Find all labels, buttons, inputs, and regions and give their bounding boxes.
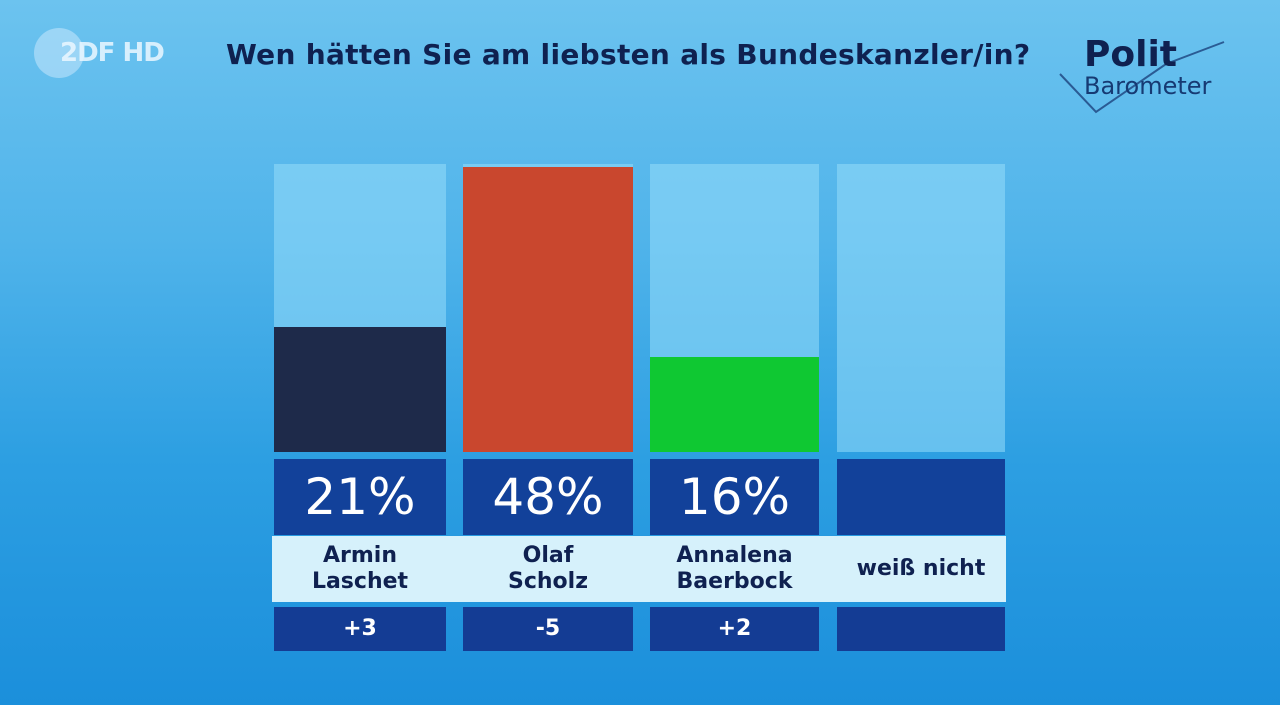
brand-line1: Polit bbox=[1084, 34, 1178, 75]
zdf-hd-logo: 2DF HD bbox=[34, 28, 174, 78]
chart-title: Wen hätten Sie am liebsten als Bundeskan… bbox=[226, 38, 1031, 71]
change-label bbox=[837, 607, 1005, 651]
category-label: weiß nicht bbox=[856, 556, 986, 581]
change-label: +2 bbox=[650, 607, 819, 651]
category-label: Armin Laschet bbox=[311, 543, 409, 594]
category-label: Olaf Scholz bbox=[507, 543, 588, 594]
bar bbox=[650, 357, 819, 452]
checkmark-icon bbox=[1059, 41, 1225, 114]
brand-line2: Barometer bbox=[1084, 72, 1212, 100]
politbarometer-logo: Polit Barometer bbox=[1056, 34, 1236, 118]
logo-disc bbox=[34, 28, 84, 78]
name-strip: Armin Laschet Olaf Scholz Annalena Baerboc… bbox=[272, 536, 1006, 602]
change-label: -5 bbox=[463, 607, 633, 651]
value-label bbox=[837, 459, 1005, 535]
change-label: +3 bbox=[274, 607, 446, 651]
bar bbox=[463, 167, 633, 452]
bar-background bbox=[837, 164, 1005, 452]
category-label: Annalena Baerbock bbox=[676, 543, 793, 594]
value-label: 21% bbox=[274, 459, 446, 535]
logo-text: 2DF HD bbox=[60, 38, 165, 68]
bar bbox=[274, 327, 446, 452]
value-label: 16% bbox=[650, 459, 819, 535]
value-label: 48% bbox=[463, 459, 633, 535]
